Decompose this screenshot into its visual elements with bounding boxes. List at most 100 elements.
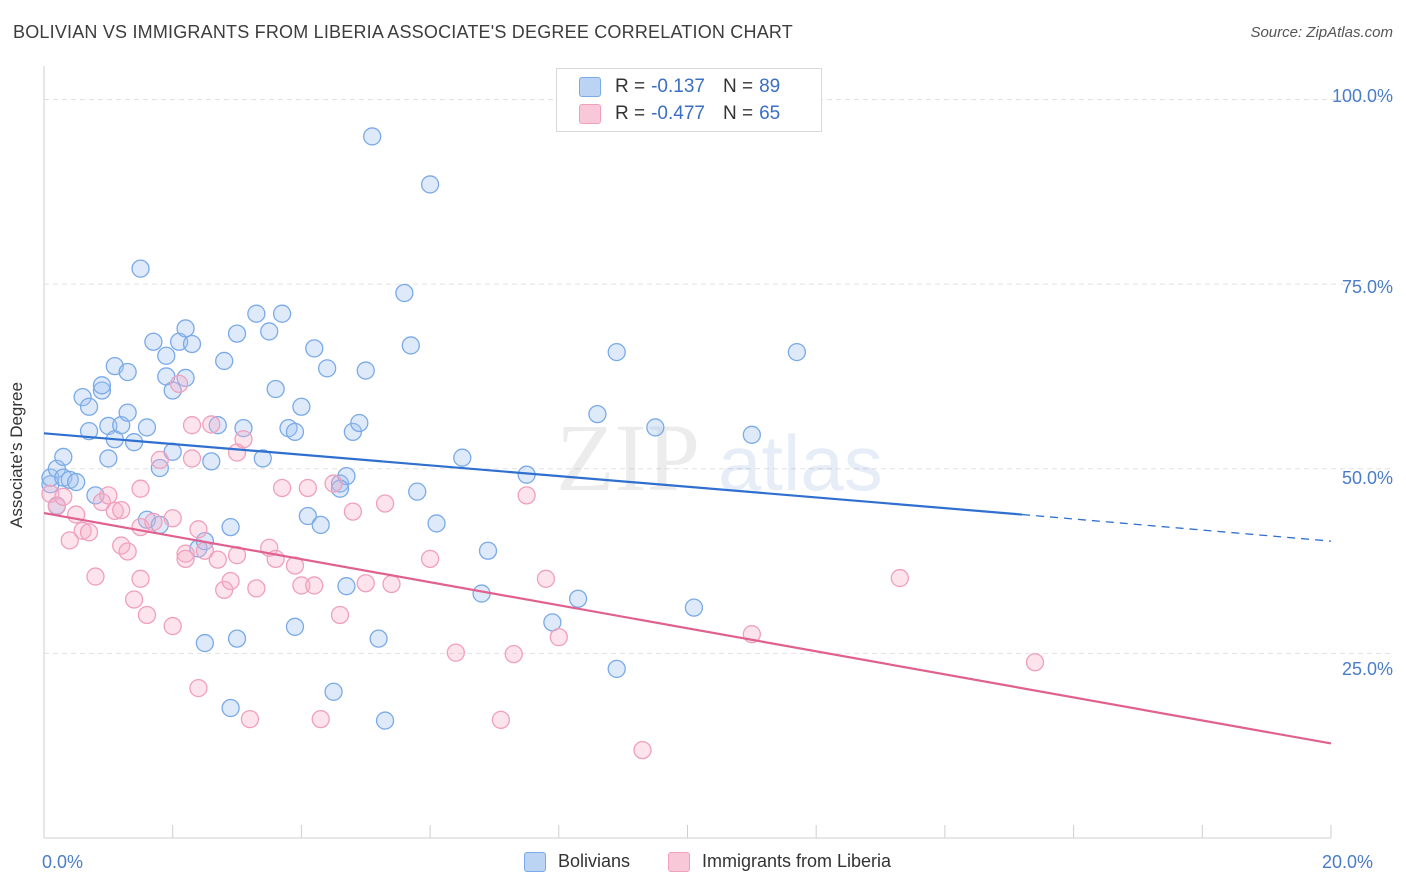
data-point [150, 450, 169, 470]
data-point [67, 472, 86, 492]
data-point [420, 549, 440, 569]
data-point [79, 523, 99, 542]
data-point [189, 678, 208, 698]
legend-item-bolivians[interactable]: Bolivians [524, 851, 630, 872]
data-point [311, 515, 330, 535]
data-point [311, 709, 330, 729]
data-point [363, 127, 382, 146]
data-point [272, 304, 292, 323]
stats-legend-row-liberia: R = -0.477 N = 65 [579, 102, 780, 126]
data-point [221, 517, 240, 537]
data-point [60, 531, 79, 550]
y-tick-label: 50.0% [1341, 468, 1393, 488]
data-point [86, 567, 105, 586]
data-point [118, 403, 137, 422]
data-point [137, 418, 157, 437]
data-point [227, 629, 247, 648]
data-point [215, 351, 234, 371]
legend-item-liberia[interactable]: Immigrants from Liberia [668, 851, 891, 872]
data-point [99, 486, 118, 505]
data-point [401, 336, 420, 355]
n-label: N = [722, 103, 754, 124]
data-point [208, 550, 227, 569]
data-point [607, 342, 626, 362]
data-point [317, 359, 337, 378]
data-point [54, 487, 73, 506]
data-point [131, 259, 150, 278]
data-point [453, 448, 472, 467]
data-point [73, 387, 92, 407]
data-point [131, 569, 150, 588]
data-point [285, 422, 305, 441]
series-0-points [41, 127, 807, 730]
data-point [298, 478, 317, 498]
data-point [382, 574, 401, 594]
watermark-atlas: atlas [718, 419, 883, 507]
data-point [189, 520, 208, 539]
y-axis-label: Associate's Degree [7, 382, 26, 528]
stats-legend-row-bolivians: R = -0.137 N = 89 [579, 75, 780, 99]
data-point [588, 404, 607, 424]
data-point [356, 361, 375, 380]
data-point [247, 304, 266, 323]
data-point [144, 512, 163, 532]
data-point [195, 633, 215, 653]
data-point [163, 381, 182, 400]
n-value: 65 [759, 103, 781, 124]
data-point [478, 541, 498, 560]
trend-line-0 [43, 432, 1023, 516]
data-point [1025, 653, 1045, 672]
data-point [890, 568, 910, 588]
data-point [118, 362, 137, 382]
watermark-zip: ZIP [556, 404, 700, 511]
data-point [607, 659, 626, 679]
data-point [157, 346, 176, 365]
data-point [395, 283, 414, 303]
data-point [86, 486, 105, 505]
data-point [163, 616, 182, 636]
r-label: R = [615, 103, 646, 124]
data-point [163, 509, 182, 528]
trend-line-extension-0 [1022, 513, 1332, 542]
x-tick-label: 0.0% [42, 852, 84, 872]
grid-lines [44, 99, 1393, 654]
data-point [105, 501, 124, 521]
data-point [92, 492, 112, 512]
data-point [73, 521, 92, 540]
y-tick-label: 100.0% [1331, 86, 1393, 106]
data-point [112, 500, 131, 520]
data-point [182, 449, 202, 468]
series-legend: Bolivians Immigrants from Liberia [0, 851, 1406, 877]
stats-legend: R = -0.137 N = 89 R = -0.477 N = 65 [556, 68, 822, 132]
data-point [227, 324, 247, 343]
data-point [330, 474, 350, 493]
data-point [408, 482, 427, 501]
data-point [221, 698, 240, 718]
data-point [324, 682, 343, 701]
data-point [427, 514, 446, 533]
data-point [131, 479, 150, 498]
data-point [285, 617, 305, 636]
data-point [356, 574, 375, 593]
data-point [176, 544, 195, 563]
data-point [343, 502, 363, 521]
data-point [176, 549, 195, 569]
data-point [124, 590, 144, 609]
series-1-points [41, 374, 1045, 760]
data-point [92, 381, 112, 400]
data-point [54, 447, 73, 467]
n-label: N = [722, 76, 754, 97]
data-point [92, 376, 112, 395]
x-tick-label: 20.0% [1322, 852, 1374, 872]
data-point [633, 740, 652, 760]
data-point [536, 569, 556, 588]
axes [43, 66, 1332, 839]
data-point [272, 478, 292, 498]
data-point [330, 605, 350, 625]
source-note: Source: ZipAtlas.com [1250, 24, 1393, 41]
data-point [176, 319, 195, 338]
data-point [684, 598, 704, 617]
bolivians-swatch [524, 851, 546, 872]
y-tick-label: 25.0% [1341, 659, 1393, 679]
